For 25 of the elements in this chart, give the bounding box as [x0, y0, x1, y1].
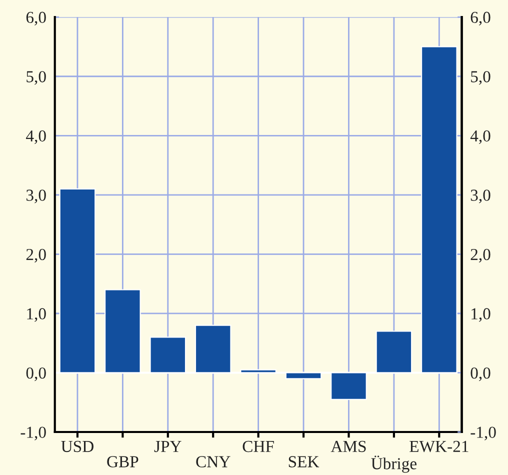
y2-tick-label: 2,0: [470, 248, 490, 263]
y2-tick-label: 4,0: [470, 130, 490, 144]
y2-tick-label: 3,0: [470, 190, 490, 204]
y2-tick-label: 1,0: [472, 308, 490, 322]
y-tick-label: 6,0: [26, 12, 46, 26]
y-tick-label: -1,0: [20, 426, 46, 440]
y-tick-label: 5,0: [26, 71, 46, 85]
y-tick-label: 3,0: [26, 190, 46, 204]
x-tick-label: EWK-21: [410, 440, 468, 452]
y-tick-label: 0,0: [26, 367, 46, 382]
y-tick-label: 2,0: [26, 248, 46, 263]
x-tick-label: CHF: [242, 440, 274, 452]
y2-tick-label: 6,0: [470, 12, 490, 26]
x-tick-label: GBP: [107, 456, 138, 468]
x-tick-label: USD: [61, 440, 94, 452]
x-tick-label: JPY: [154, 440, 182, 452]
x-tick-label: SEK: [288, 456, 320, 468]
y2-tick-label: -1,0: [470, 426, 496, 440]
y2-tick-label: 5,0: [471, 71, 490, 85]
x-tick-label: AMS: [330, 440, 366, 452]
x-tick-label: Übrige: [371, 456, 417, 473]
x-tick-label: CNY: [196, 456, 230, 468]
y2-tick-label: 0,0: [470, 367, 490, 382]
y-tick-label: 1,0: [27, 308, 46, 322]
y-tick-label: 4,0: [26, 130, 46, 144]
